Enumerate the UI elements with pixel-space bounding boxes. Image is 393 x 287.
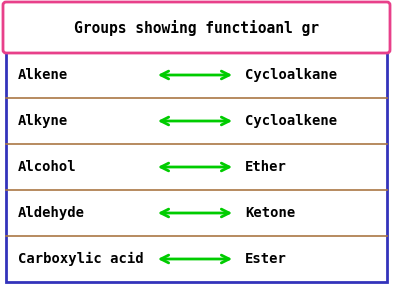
Bar [6, 52, 387, 282]
Text: Carboxylic acid: Carboxylic acid [18, 252, 143, 266]
Text: Groups showing functioanl gr: Groups showing functioanl gr [74, 20, 319, 36]
Text: Alkene: Alkene [18, 68, 68, 82]
Text: Ester: Ester [245, 252, 287, 266]
Text: Alkyne: Alkyne [18, 114, 68, 128]
Text: Ketone: Ketone [245, 206, 295, 220]
Text: Cycloalkane: Cycloalkane [245, 68, 337, 82]
Text: Ether: Ether [245, 160, 287, 174]
Text: Aldehyde: Aldehyde [18, 206, 85, 220]
FancyBboxPatch shape [3, 2, 390, 53]
Text: Alcohol: Alcohol [18, 160, 77, 174]
Text: Cycloalkene: Cycloalkene [245, 114, 337, 128]
